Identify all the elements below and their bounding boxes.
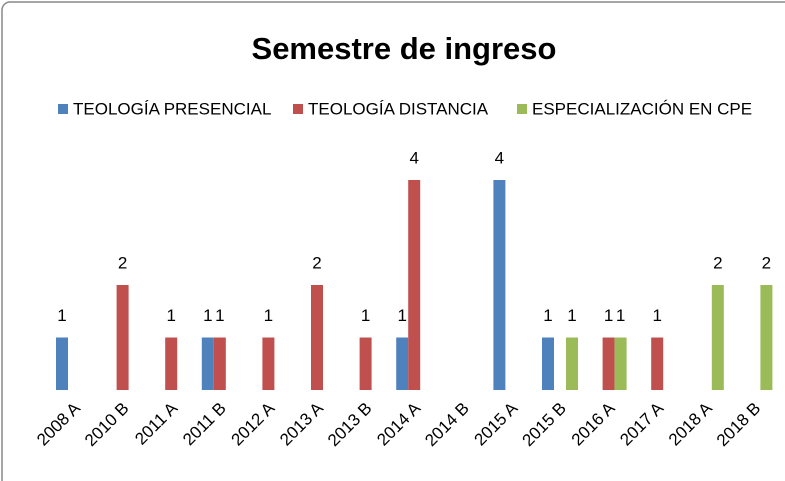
data-label: 1: [543, 306, 552, 325]
legend-swatch: [517, 104, 527, 114]
data-label: 1: [215, 306, 224, 325]
bar: [614, 337, 627, 390]
data-label: 4: [495, 148, 504, 167]
data-label: 1: [616, 306, 625, 325]
data-label: 1: [203, 306, 212, 325]
bar: [56, 337, 68, 390]
data-label: 1: [57, 306, 66, 325]
bar: [711, 285, 724, 390]
bar: [760, 285, 773, 390]
bar: [201, 337, 214, 390]
bar: [165, 337, 178, 390]
bar: [311, 285, 323, 390]
bar: [408, 180, 421, 390]
data-label: 2: [762, 253, 771, 272]
data-label: 2: [312, 253, 321, 272]
data-label: 1: [264, 306, 273, 325]
legend-swatch: [293, 104, 303, 114]
bar: [493, 180, 506, 390]
bar: [602, 337, 615, 390]
data-label: 1: [567, 306, 576, 325]
legend-label: TEOLOGÍA PRESENCIAL: [73, 99, 271, 118]
bar: [651, 337, 664, 390]
data-label: 2: [118, 253, 127, 272]
bar: [116, 285, 129, 390]
chart-title: Semestre de ingreso: [252, 31, 557, 66]
data-label: 1: [652, 306, 661, 325]
bar: [213, 337, 226, 390]
data-label: 4: [409, 148, 418, 167]
data-label: 1: [397, 306, 406, 325]
bar: [396, 337, 409, 390]
bar: [359, 337, 372, 390]
bar: [542, 337, 554, 390]
data-label: 1: [361, 306, 370, 325]
legend-label: ESPECIALIZACIÓN EN CPE: [532, 99, 752, 118]
bar: [566, 337, 578, 390]
data-label: 1: [166, 306, 175, 325]
legend-label: TEOLOGÍA DISTANCIA: [308, 99, 489, 118]
bar: [262, 337, 275, 390]
data-label: 1: [604, 306, 613, 325]
data-label: 2: [713, 253, 722, 272]
legend-swatch: [58, 104, 68, 114]
